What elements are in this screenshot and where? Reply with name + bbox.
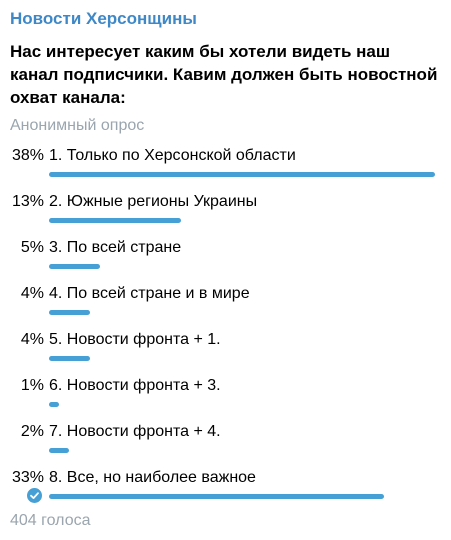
checkmark-circle-icon xyxy=(27,488,42,503)
option-percent: 33% xyxy=(11,469,44,486)
poll-option[interactable]: 2% 7. Новости фронта + 4. xyxy=(0,419,451,465)
option-label: 3. По всей стране xyxy=(49,239,182,256)
option-percent: 13% xyxy=(11,193,44,210)
poll-option-selected[interactable]: 33% 8. Все, но наиболее важное xyxy=(0,465,451,511)
option-percent: 38% xyxy=(11,147,44,164)
option-label: 7. Новости фронта + 4. xyxy=(49,423,221,440)
option-percent: 4% xyxy=(20,331,44,348)
option-percent: 1% xyxy=(20,377,44,394)
option-bar xyxy=(49,310,90,315)
option-bar xyxy=(49,494,384,499)
poll-option[interactable]: 38% 1. Только по Херсонской области xyxy=(0,143,451,189)
option-percent: 5% xyxy=(20,239,44,256)
option-bar xyxy=(49,264,100,269)
poll-type-label: Анонимный опрос xyxy=(10,117,145,134)
poll-option[interactable]: 4% 5. Новости фронта + 1. xyxy=(0,327,451,373)
poll-question: Нас интересует каким бы хотели видеть на… xyxy=(10,42,438,107)
option-bar xyxy=(49,218,181,223)
option-label: 8. Все, но наиболее важное xyxy=(49,469,256,486)
option-label: 2. Южные регионы Украины xyxy=(49,193,258,210)
option-label: 4. По всей стране и в мире xyxy=(49,285,250,302)
poll-option[interactable]: 13% 2. Южные регионы Украины xyxy=(0,189,451,235)
total-votes: 404 голоса xyxy=(10,512,91,529)
option-label: 5. Новости фронта + 1. xyxy=(49,331,221,348)
poll-options: 38% 1. Только по Херсонской области 13% … xyxy=(0,143,451,511)
option-percent: 2% xyxy=(20,423,44,440)
option-bar xyxy=(49,356,90,361)
poll-option[interactable]: 4% 4. По всей стране и в мире xyxy=(0,281,451,327)
option-percent: 4% xyxy=(20,285,44,302)
option-label: 6. Новости фронта + 3. xyxy=(49,377,221,394)
option-bar xyxy=(49,448,69,453)
option-bar xyxy=(49,172,435,177)
poll-option[interactable]: 5% 3. По всей стране xyxy=(0,235,451,281)
option-bar xyxy=(49,402,59,407)
channel-name[interactable]: Новости Херсонщины xyxy=(10,9,197,28)
poll-option[interactable]: 1% 6. Новости фронта + 3. xyxy=(0,373,451,419)
option-label: 1. Только по Херсонской области xyxy=(49,147,296,164)
